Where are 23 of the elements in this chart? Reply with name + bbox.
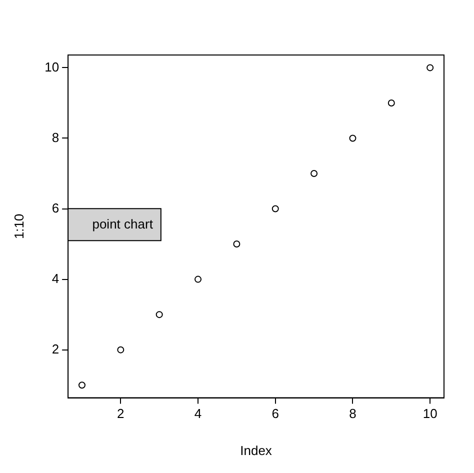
point xyxy=(272,205,279,212)
point xyxy=(388,99,395,106)
x-tick-label: 4 xyxy=(194,406,202,422)
y-tick-label: 6 xyxy=(52,200,60,216)
y-axis-title: 1:10 xyxy=(11,214,26,240)
x-tick-label: 6 xyxy=(272,406,279,422)
x-tick-label: 2 xyxy=(117,406,124,422)
point xyxy=(233,240,240,248)
y-tick-label: 4 xyxy=(52,270,60,286)
point xyxy=(78,382,86,389)
y-tick-label: 10 xyxy=(44,59,60,74)
point xyxy=(156,311,163,318)
x-tick-label: 8 xyxy=(349,406,356,422)
point xyxy=(426,64,434,72)
point xyxy=(310,170,318,177)
point xyxy=(349,134,356,142)
x-tick-label: 10 xyxy=(422,406,438,422)
y-tick-label: 8 xyxy=(52,130,60,145)
annotation: point chart xyxy=(92,216,154,232)
x-axis-title: Index xyxy=(240,442,272,458)
point xyxy=(194,276,202,283)
y-tick-label: 2 xyxy=(52,341,60,356)
point xyxy=(117,346,124,354)
